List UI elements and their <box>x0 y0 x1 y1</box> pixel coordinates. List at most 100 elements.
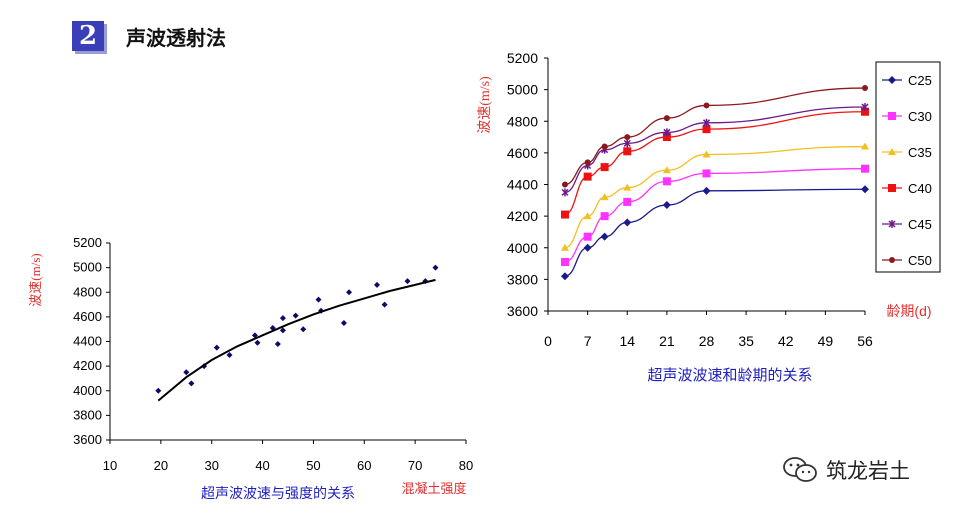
data-point-c40 <box>623 147 632 156</box>
left-data-point <box>340 320 347 327</box>
left-x-tick-label: 50 <box>306 458 320 473</box>
left-data-point <box>274 340 281 347</box>
right-x-tick-label: 35 <box>738 333 754 349</box>
data-point-c40 <box>600 163 609 172</box>
data-point-c35 <box>560 243 569 251</box>
left-x-tick-label: 30 <box>204 458 218 473</box>
series-line-c25 <box>564 188 866 277</box>
left-y-ticks: 3600 3800 4000 4200 4400 4600 4800 5000 5200 <box>73 235 110 447</box>
left-scatter-points <box>155 264 439 394</box>
left-scatter-chart: 3600 3800 4000 4200 4400 4600 4800 5000 5200 10 2… <box>28 235 473 501</box>
left-data-point <box>432 264 439 271</box>
left-y-tick-label: 4800 <box>73 284 102 299</box>
left-data-point <box>226 352 233 359</box>
left-trend-line <box>157 278 436 402</box>
left-data-point <box>279 327 286 334</box>
right-series-group <box>560 85 869 281</box>
legend-label-c25: C25 <box>908 73 932 88</box>
data-point-c30 <box>861 164 869 173</box>
left-data-point <box>188 380 195 387</box>
right-x-unit-label: 龄期(d) <box>886 303 931 319</box>
data-point-c50 <box>663 115 670 122</box>
data-point-c45 <box>663 128 671 137</box>
right-y-axis-label: 波速(m/s) <box>477 76 493 134</box>
legend-marker-c35 <box>888 148 896 155</box>
left-data-point <box>292 312 299 319</box>
legend-marker-c40 <box>888 184 896 192</box>
legend-label-c50: C50 <box>908 253 932 268</box>
data-point-c50 <box>862 85 868 92</box>
data-point-c50 <box>561 181 568 188</box>
right-x-tick-label: 28 <box>699 333 715 349</box>
series-c25 <box>560 185 869 281</box>
series-c40 <box>560 107 869 219</box>
left-y-tick-label: 4400 <box>73 334 102 349</box>
legend-label-c30: C30 <box>908 109 932 124</box>
legend-marker-c30 <box>888 112 896 120</box>
left-x-tick-label: 80 <box>459 458 473 473</box>
data-point-c45 <box>623 139 631 148</box>
legend-label-c35: C35 <box>908 145 932 160</box>
series-line-c40 <box>564 111 866 216</box>
series-c45 <box>561 103 869 197</box>
data-point-c30 <box>560 257 569 266</box>
right-legend-items: C25 C30 C35 C40 C45 C50 <box>882 73 932 268</box>
data-point-c30 <box>583 232 592 241</box>
data-point-c25 <box>662 201 671 210</box>
data-point-c30 <box>623 197 632 206</box>
left-data-point <box>183 369 190 376</box>
data-point-c45 <box>702 118 711 127</box>
left-data-point <box>254 339 261 346</box>
data-point-c50 <box>584 159 591 166</box>
left-y-tick-label: 4600 <box>73 309 102 324</box>
left-x-tick-label: 60 <box>357 458 371 473</box>
left-data-point <box>381 301 388 308</box>
left-y-axis-label: 波速(m/s) <box>28 253 43 306</box>
data-point-c50 <box>601 143 608 150</box>
right-x-tick-label: 0 <box>544 333 552 349</box>
right-x-ticks: 0 7 14 21 28 35 42 49 56 <box>544 311 873 349</box>
series-c30 <box>560 164 869 266</box>
left-data-point <box>251 332 258 339</box>
right-y-tick-label: 3800 <box>507 271 538 287</box>
data-point-c40 <box>861 107 869 116</box>
legend-item-c40: C40 <box>882 181 932 196</box>
watermark-text: 筑龙岩土 <box>826 459 910 483</box>
wechat-icon <box>783 457 817 482</box>
legend-marker-c25 <box>888 76 896 84</box>
data-point-c35 <box>702 150 711 158</box>
data-point-c40 <box>662 133 671 142</box>
legend-marker-c50 <box>889 257 895 263</box>
series-line-c30 <box>564 168 866 263</box>
left-y-tick-label: 5000 <box>73 260 102 275</box>
data-point-c30 <box>662 177 671 186</box>
right-y-ticks: 3600 3800 4000 4200 4400 4600 4800 5000 5200 <box>507 50 548 319</box>
legend-item-c35: C35 <box>882 145 932 160</box>
data-point-c35 <box>861 142 869 150</box>
data-point-c50 <box>703 102 710 109</box>
left-x-tick-label: 20 <box>154 458 168 473</box>
data-point-c25 <box>583 243 592 252</box>
section-title: 声波透射法 <box>126 25 226 50</box>
left-x-tick-label: 40 <box>255 458 269 473</box>
data-point-c35 <box>623 183 632 191</box>
right-x-tick-label: 14 <box>619 333 635 349</box>
legend-marker-c45 <box>888 220 896 228</box>
left-data-point <box>300 326 307 333</box>
left-data-point <box>404 278 411 285</box>
left-x-tick-label: 70 <box>408 458 422 473</box>
data-point-c40 <box>583 172 592 181</box>
right-x-tick-label: 7 <box>584 333 592 349</box>
data-point-c45 <box>861 103 869 112</box>
right-x-tick-label: 56 <box>857 333 873 349</box>
right-y-tick-label: 5200 <box>507 50 538 66</box>
left-data-point <box>155 387 162 394</box>
left-x-unit-label: 混凝土强度 <box>401 481 466 496</box>
data-point-c25 <box>560 272 569 281</box>
left-x-ticks: 10 20 30 40 50 60 70 80 <box>103 440 473 473</box>
right-x-tick-label: 49 <box>818 333 834 349</box>
series-c50 <box>561 85 868 188</box>
section-header: 2 声波透射法 <box>72 20 226 52</box>
right-y-tick-label: 4400 <box>507 177 538 193</box>
